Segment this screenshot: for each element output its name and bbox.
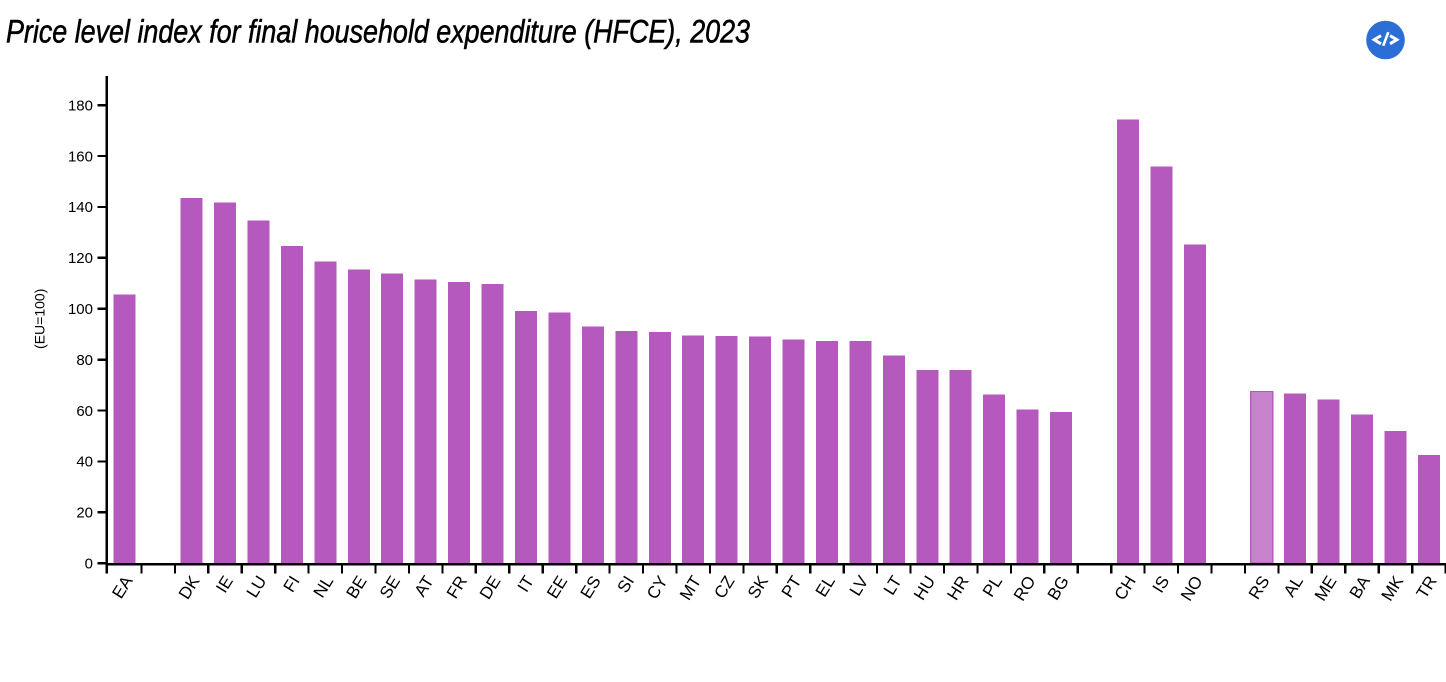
svg-text:120: 120 — [68, 250, 93, 267]
svg-text:(EU=100): (EU=100) — [32, 289, 48, 349]
svg-text:160: 160 — [68, 148, 93, 165]
svg-text:80: 80 — [76, 352, 93, 369]
svg-text:100: 100 — [68, 301, 93, 318]
svg-text:180: 180 — [68, 97, 93, 114]
svg-text:0: 0 — [85, 556, 93, 573]
svg-text:60: 60 — [76, 403, 93, 420]
svg-text:140: 140 — [68, 199, 93, 216]
svg-text:40: 40 — [76, 454, 93, 471]
svg-text:Price level index for final ho: Price level index for final household ex… — [6, 14, 750, 50]
svg-text:20: 20 — [76, 505, 93, 522]
